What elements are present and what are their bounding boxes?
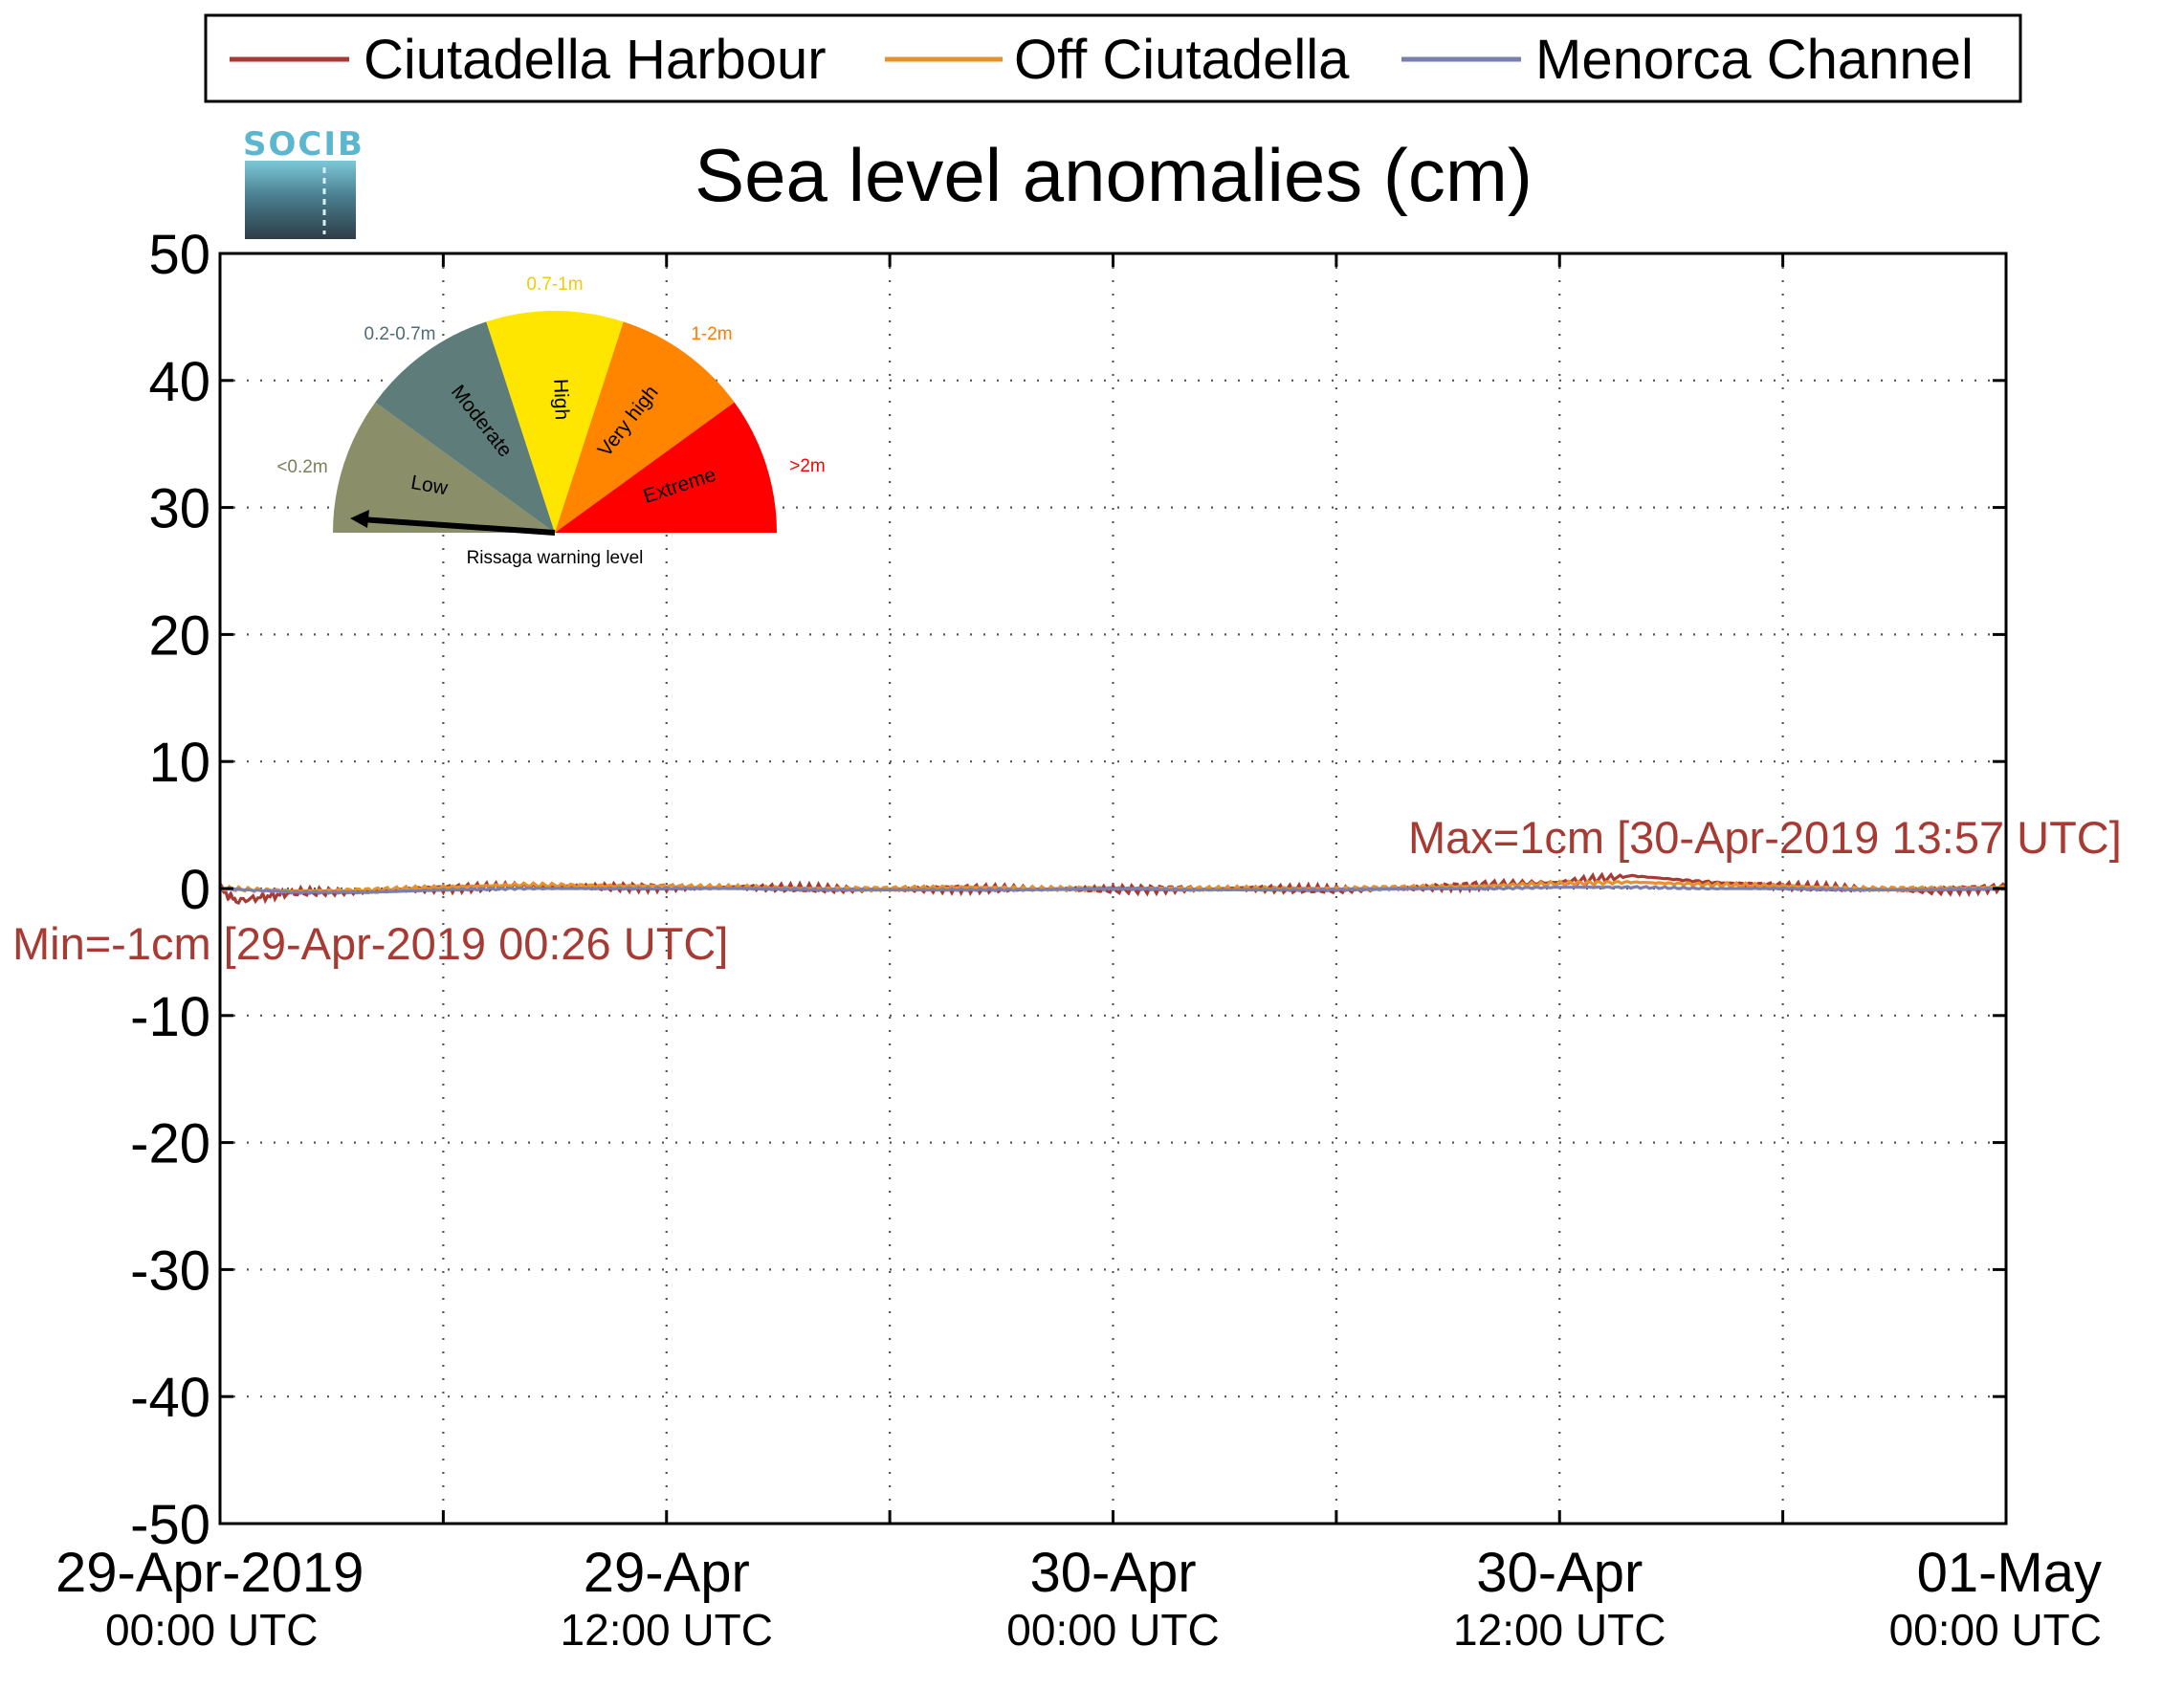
- gauge-segments: [332, 311, 777, 533]
- y-tick-label: -50: [130, 1494, 210, 1556]
- y-tick-label: -30: [130, 1240, 210, 1302]
- x-tick-time-label: 12:00 UTC: [1453, 1605, 1666, 1655]
- y-tick-label: 30: [148, 478, 210, 540]
- x-tick-time-label: 12:00 UTC: [561, 1605, 773, 1655]
- x-tick-date-label: 01-May: [1917, 1542, 2102, 1604]
- socib-logo: SOCIB: [243, 125, 364, 239]
- legend-label-ciutadella-harbour: Ciutadella Harbour: [364, 29, 827, 91]
- gauge-segment-very-high: [555, 321, 735, 533]
- series-line-menorca-channel: [219, 885, 2007, 895]
- gauge-segment-low: [332, 402, 555, 533]
- gauge-segment-moderate: [375, 321, 555, 533]
- y-tick-label: -20: [130, 1113, 210, 1175]
- x-tick-time-label: 00:00 UTC: [1889, 1605, 2102, 1655]
- legend-label-off-ciutadella: Off Ciutadella: [1014, 29, 1350, 91]
- socib-logo-text: SOCIB: [243, 125, 364, 164]
- gauge-range-label: >2m: [789, 456, 826, 476]
- legend: Ciutadella Harbour Off Ciutadella Menorc…: [204, 13, 2022, 103]
- gauge-range-label: 1-2m: [691, 324, 732, 344]
- y-tick-label: -40: [130, 1367, 210, 1429]
- max-annotation: Max=1cm [30-Apr-2019 13:57 UTC]: [1408, 812, 2122, 863]
- gauge-range-label: 0.2-0.7m: [364, 324, 436, 344]
- y-tick-label: 20: [148, 604, 210, 667]
- x-tick-time-label: 00:00 UTC: [105, 1605, 318, 1655]
- legend-label-menorca-channel: Menorca Channel: [1535, 29, 1974, 91]
- y-tick-label: 40: [148, 351, 210, 413]
- x-tick-date-label: 29-Apr: [584, 1542, 750, 1604]
- grid: [220, 253, 2006, 1524]
- min-annotation: Min=-1cm [29-Apr-2019 00:26 UTC]: [12, 918, 728, 969]
- socib-logo-block: [245, 161, 356, 239]
- chart-title: Sea level anomalies (cm): [695, 133, 1533, 217]
- y-tick-label: -10: [130, 986, 210, 1048]
- gauge-segment-extreme: [555, 402, 777, 533]
- series-lines: [218, 871, 2008, 906]
- gauge-segment-label: High: [549, 379, 572, 421]
- gauge-range-label: <0.2m: [276, 457, 327, 477]
- x-tick-date-label: 29-Apr-2019: [55, 1542, 364, 1604]
- gauge-range-label: 0.7-1m: [526, 274, 583, 295]
- x-tick-time-label: 00:00 UTC: [1006, 1605, 1219, 1655]
- gauge-caption: Rissaga warning level: [467, 548, 644, 568]
- y-axis: 50 40 30 20 10 0 -10 -20 -30 -40 -50: [130, 224, 2006, 1556]
- y-tick-label: 0: [180, 859, 210, 921]
- gauge-needle-head: [350, 510, 369, 528]
- gauge-segment-high: [486, 311, 624, 533]
- legend-box: [204, 13, 2022, 103]
- y-tick-label: 50: [148, 224, 210, 286]
- gauge-needle: [361, 516, 556, 536]
- y-tick-label: 10: [148, 732, 210, 794]
- x-tick-date-label: 30-Apr: [1476, 1542, 1643, 1604]
- x-tick-date-label: 30-Apr: [1029, 1542, 1196, 1604]
